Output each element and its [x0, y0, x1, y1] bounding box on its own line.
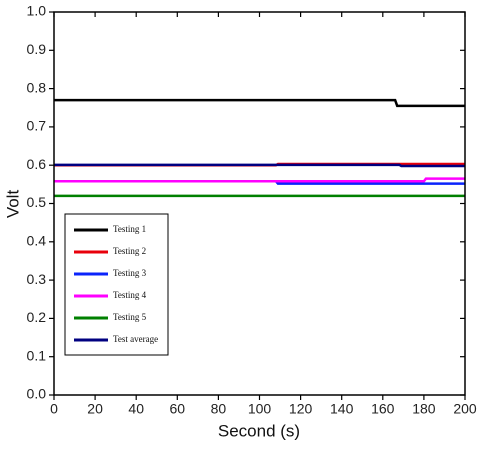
y-axis-label: Volt — [3, 190, 22, 219]
y-tick-label: 0.0 — [27, 386, 47, 402]
x-axis-label: Second (s) — [218, 421, 300, 440]
y-tick-label: 0.2 — [27, 309, 47, 325]
x-tick-label: 120 — [289, 401, 313, 417]
legend-label: Test average — [113, 334, 158, 344]
y-tick-label: 0.3 — [27, 271, 47, 287]
legend-label: Testing 5 — [113, 312, 147, 322]
y-tick-label: 0.7 — [27, 118, 47, 134]
y-tick-label: 0.6 — [27, 156, 47, 172]
plot-frame — [53, 11, 466, 396]
line — [54, 177, 465, 183]
x-tick-label: 60 — [170, 401, 186, 417]
legend-label: Testing 1 — [113, 224, 146, 234]
x-tick-label: 160 — [371, 401, 395, 417]
y-tick-label: 0.8 — [27, 79, 47, 95]
legend-label: Testing 2 — [113, 246, 146, 256]
line — [54, 163, 465, 168]
legend-label: Testing 3 — [113, 268, 147, 278]
legend-box — [64, 213, 169, 356]
y-tick-label: 0.5 — [27, 194, 47, 210]
x-tick-label: 0 — [50, 401, 58, 417]
x-tick-label: 140 — [330, 401, 354, 417]
x-tick-label: 200 — [453, 401, 477, 417]
x-tick-label: 180 — [412, 401, 436, 417]
legend: Testing 1 Testing 2 Testing 3 Testing 4 Test… — [64, 213, 169, 356]
x-tick-label: 40 — [128, 401, 144, 417]
y-tick-label: 0.4 — [27, 233, 47, 249]
legend-label: Testing 4 — [113, 290, 147, 300]
x-tick-label: 80 — [211, 401, 227, 417]
line — [54, 98, 465, 108]
y-tick-label: 0.9 — [27, 41, 47, 57]
x-tick-label: 100 — [248, 401, 272, 417]
x-tick-label: 20 — [87, 401, 103, 417]
y-tick-label: 1.0 — [27, 3, 47, 19]
y-tick-label: 0.1 — [27, 347, 47, 363]
